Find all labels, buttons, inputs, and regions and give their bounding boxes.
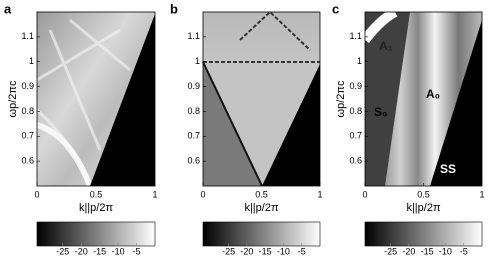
x-tick-label: 0: [362, 189, 367, 199]
colorbar-tick-label: -10: [112, 246, 125, 256]
colorbar-tick-label: -15: [93, 246, 106, 256]
y-tick-label: 1.1: [349, 31, 362, 41]
panel-label: c: [332, 1, 339, 16]
y-tick-label: 1: [195, 56, 200, 66]
y-tick-label: 1.1: [21, 31, 34, 41]
x-tick-label: 1: [479, 189, 484, 199]
y-tick-label: 1: [357, 56, 362, 66]
x-tick-label: 0: [200, 189, 205, 199]
y-tick-label: 1.1: [187, 31, 200, 41]
y-tick-label: 0.7: [21, 131, 34, 141]
colorbar: [364, 221, 483, 247]
heatmap-a: [35, 12, 155, 188]
y-tick-label: 0.8: [187, 106, 200, 116]
colorbar-tick-label: -20: [75, 246, 88, 256]
y-tick-label: 0.8: [349, 106, 362, 116]
y-tick-label: 0.6: [21, 156, 34, 166]
colorbar-tick-label: -20: [402, 246, 415, 256]
x-axis-label: k||p/2π: [244, 202, 279, 214]
colorbar-tick-label: -15: [421, 246, 434, 256]
y-tick-label: 0.6: [349, 156, 362, 166]
colorbar-tick-label: -20: [240, 246, 253, 256]
colorbar-tick-label: -5: [298, 246, 306, 256]
colorbar-tick-label: -25: [384, 246, 397, 256]
colorbar-tick-label: -25: [222, 246, 235, 256]
y-tick-label: 0.9: [21, 81, 34, 91]
colorbar-tick-label: -5: [133, 246, 141, 256]
annotation: S₀: [374, 105, 387, 119]
x-tick-label: 0.5: [417, 189, 430, 199]
y-tick-label: 0.7: [349, 131, 362, 141]
annotation: A₁: [379, 39, 393, 53]
x-tick-label: 0.5: [90, 189, 103, 199]
x-tick-label: 0: [34, 189, 39, 199]
y-tick-label: 1: [29, 56, 34, 66]
x-tick-label: 1: [317, 189, 322, 199]
y-tick-label: 0.9: [187, 81, 200, 91]
x-tick-label: 1: [152, 189, 157, 199]
panel-label: a: [4, 1, 12, 16]
heatmap-c: [361, 7, 482, 186]
x-axis-label: k||p/2π: [79, 202, 114, 214]
colorbar-tick-label: -10: [439, 246, 452, 256]
x-tick-label: 0.5: [255, 189, 268, 199]
panel-label: b: [170, 1, 178, 16]
y-axis-label: ωp/2πc: [7, 80, 19, 117]
y-tick-label: 0.7: [187, 131, 200, 141]
y-tick-label: 0.8: [21, 106, 34, 116]
heatmap-b: [202, 10, 320, 187]
colorbar-tick-label: -10: [277, 246, 290, 256]
annotation: SS: [440, 162, 456, 176]
y-tick-label: 0.9: [349, 81, 362, 91]
colorbar: [36, 221, 156, 247]
annotation: A₀: [426, 87, 440, 101]
colorbar-tick-label: -15: [259, 246, 272, 256]
x-axis-label: k||p/2π: [406, 202, 441, 214]
colorbar: [202, 221, 321, 247]
y-tick-label: 0.6: [187, 156, 200, 166]
colorbar-tick-label: -5: [460, 246, 468, 256]
colorbar-tick-label: -25: [56, 246, 69, 256]
y-axis-label: ωp/2πc: [335, 80, 347, 117]
